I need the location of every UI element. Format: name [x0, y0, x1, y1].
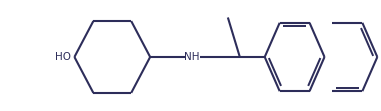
- Text: HO: HO: [55, 52, 71, 62]
- Text: NH: NH: [184, 52, 200, 62]
